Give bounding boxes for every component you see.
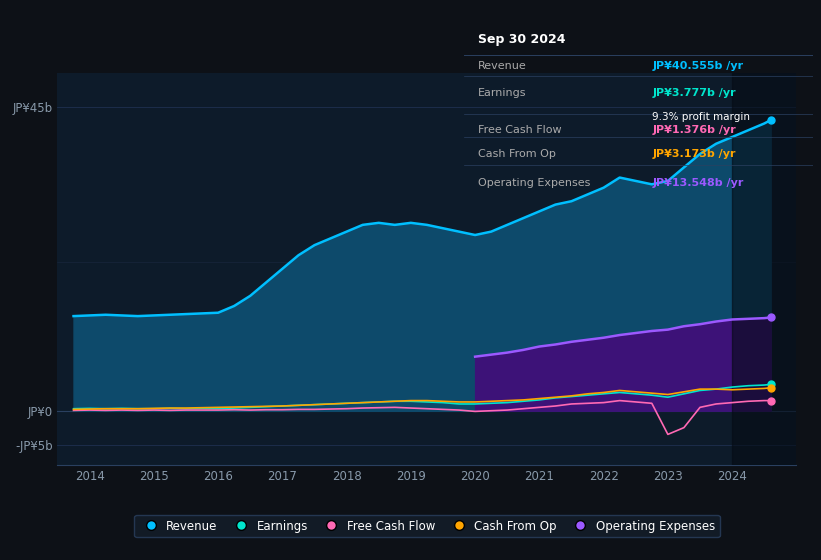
Text: JP¥13.548b /yr: JP¥13.548b /yr [653,178,744,188]
Legend: Revenue, Earnings, Free Cash Flow, Cash From Op, Operating Expenses: Revenue, Earnings, Free Cash Flow, Cash … [135,515,719,537]
Bar [732,73,821,465]
Text: Operating Expenses: Operating Expenses [478,178,590,188]
Text: JP¥3.173b /yr: JP¥3.173b /yr [653,149,736,159]
Text: Sep 30 2024: Sep 30 2024 [478,32,566,45]
Text: 9.3% profit margin: 9.3% profit margin [653,113,750,122]
Text: Revenue: Revenue [478,61,526,71]
Text: Cash From Op: Cash From Op [478,149,556,159]
Text: JP¥1.376b /yr: JP¥1.376b /yr [653,125,736,134]
Text: JP¥3.777b /yr: JP¥3.777b /yr [653,88,736,98]
Text: Earnings: Earnings [478,88,526,98]
Text: JP¥40.555b /yr: JP¥40.555b /yr [653,61,743,71]
Text: Free Cash Flow: Free Cash Flow [478,125,562,134]
